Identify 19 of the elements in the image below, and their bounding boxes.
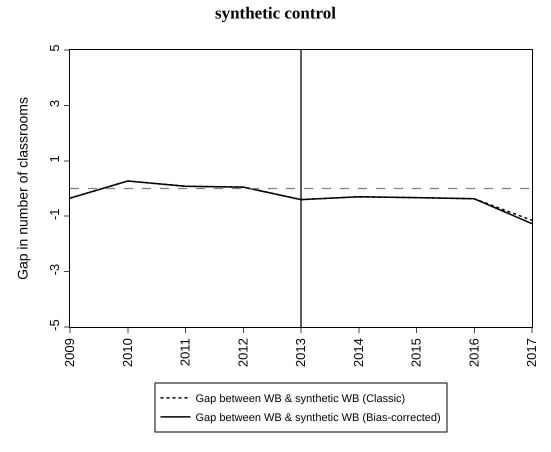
x-tick-label: 2009 [62,338,78,368]
legend-label: Gap between WB & synthetic WB (Classic) [196,393,406,406]
x-tick-label: 2010 [120,338,135,368]
x-tick-label: 2017 [524,338,540,368]
y-tick-label: 1 [46,155,62,162]
chart-title: synthetic control [214,4,336,23]
x-tick-label: 2015 [408,338,424,368]
y-axis-title: Gap in number of classrooms [14,97,30,280]
legend-label: Gap between WB & synthetic WB (Bias-corrected) [196,412,441,424]
y-tick-label: -1 [46,208,62,220]
x-tick-label: 2016 [466,338,482,368]
x-tick-label: 2011 [178,338,193,366]
y-tick-label: -5 [46,319,62,331]
y-tick-label: -3 [46,264,62,276]
x-tick-label: 2013 [293,338,308,368]
y-tick-label: 3 [46,100,62,108]
x-tick-label: 2012 [235,338,250,368]
x-tick-label: 2014 [350,338,366,368]
y-tick-label: 5 [46,44,62,52]
